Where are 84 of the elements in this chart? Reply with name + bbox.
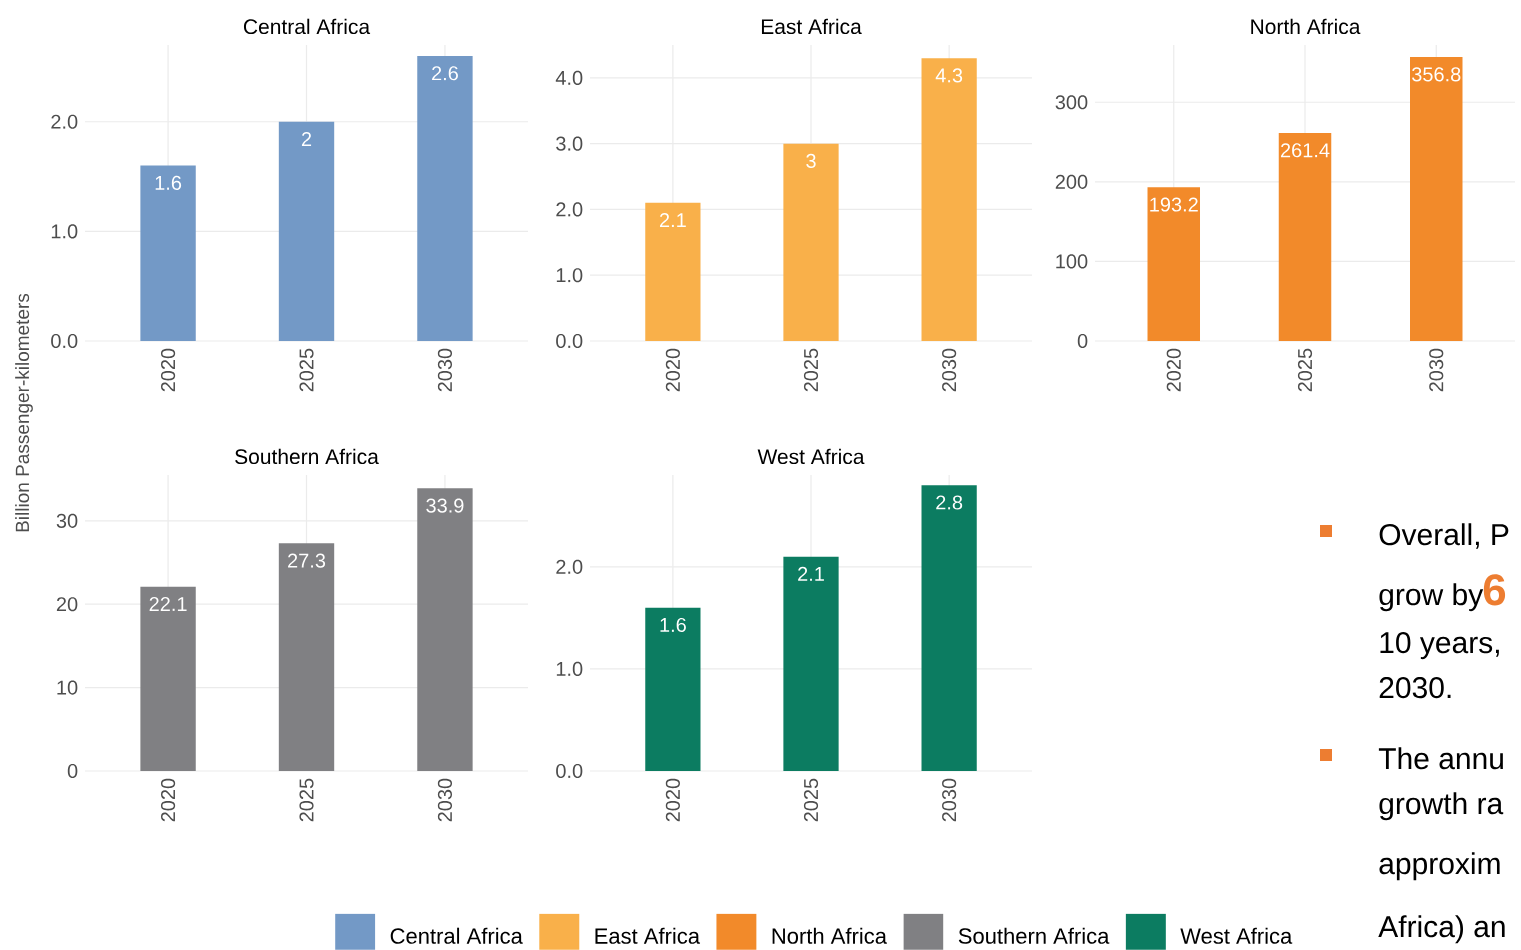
chart-title: West Africa	[757, 448, 865, 465]
data-label: 3	[806, 153, 816, 169]
x-tick-label: 2020	[161, 348, 176, 392]
y-tick-label: 30	[56, 513, 78, 528]
bar	[645, 607, 701, 771]
bar	[278, 543, 335, 771]
x-tick-label: 2025	[299, 348, 314, 392]
y-tick-label: 2.0	[51, 114, 78, 129]
x-tick-label: 2025	[803, 348, 819, 392]
x-tick-label: 2025	[803, 778, 819, 822]
y-tick-label: 0	[67, 763, 78, 779]
y-tick-label: 100	[1056, 254, 1088, 269]
data-label: 2.6	[432, 66, 458, 81]
text: 2030.	[1379, 677, 1451, 699]
data-label: 1.6	[660, 617, 686, 633]
bar	[140, 165, 196, 341]
legend-label: Central Africa	[390, 927, 523, 944]
bar	[921, 485, 977, 771]
x-tick-label: 2020	[665, 778, 680, 822]
data-label: 33.9	[426, 498, 464, 513]
y-tick-label: 2.0	[556, 559, 583, 574]
bar	[417, 488, 473, 771]
bar	[645, 202, 701, 341]
y-tick-label: 0.0	[51, 333, 78, 349]
y-tick-label: 1.0	[51, 224, 78, 239]
bar	[1278, 132, 1332, 341]
legend-label: Southern Africa	[958, 927, 1110, 944]
x-tick-label: 2020	[161, 778, 176, 822]
data-label: 22.1	[149, 596, 187, 611]
chart-title: North Africa	[1251, 18, 1361, 35]
legend-label: North Africa	[772, 927, 887, 944]
x-tick-label: 2030	[942, 778, 957, 822]
y-tick-label: 4.0	[555, 70, 583, 85]
y-tick-label: 2.0	[556, 202, 583, 217]
chart-title: East Africa	[761, 18, 862, 35]
data-label: 27.3	[288, 553, 326, 568]
text: The annu	[1378, 747, 1503, 770]
chart-title: Southern Africa	[235, 448, 379, 465]
data-label: 356.8	[1412, 67, 1461, 82]
data-label: 1.6	[155, 175, 182, 190]
bar	[417, 55, 473, 341]
text: growth ra	[1379, 792, 1504, 821]
y-tick-label: 20	[56, 597, 78, 612]
text: Africa) an	[1378, 915, 1505, 944]
bar	[140, 586, 196, 771]
y-tick-label: 0	[1077, 333, 1088, 349]
data-label: 2.1	[798, 566, 824, 581]
x-tick-label: 2030	[1429, 348, 1444, 392]
bar	[783, 556, 839, 771]
bar	[921, 58, 977, 341]
text: 10 years,	[1380, 632, 1499, 660]
data-label: 261.4	[1280, 143, 1330, 158]
data-label: 193.2	[1150, 197, 1198, 212]
x-tick-label: 2030	[437, 348, 453, 392]
bar	[1410, 57, 1463, 341]
data-label: 4.3	[935, 68, 963, 83]
y-tick-label: 3.0	[556, 136, 583, 151]
text: approxim	[1379, 852, 1500, 881]
x-tick-label: 2030	[437, 778, 453, 822]
y-tick-label: 0.0	[556, 333, 583, 349]
y-tick-label: 200	[1055, 174, 1088, 189]
x-tick-label: 2020	[1166, 348, 1181, 392]
x-tick-label: 2025	[1297, 348, 1313, 392]
data-label: 2.8	[936, 495, 963, 510]
y-tick-label: 10	[57, 680, 78, 695]
text: grow by	[1379, 583, 1484, 612]
bar	[278, 121, 335, 341]
text: 6	[1483, 574, 1506, 606]
legend-label: West Africa	[1180, 927, 1293, 944]
y-tick-label: 300	[1055, 95, 1088, 110]
bar	[1147, 187, 1201, 341]
y-tick-label: 1.0	[556, 661, 583, 676]
y-tick-label: 1.0	[556, 268, 583, 283]
bar	[783, 143, 839, 341]
y-tick-label: 0.0	[556, 763, 583, 779]
y-axis-title: Billion Passenger-kilometers	[15, 293, 33, 532]
data-label: 2.1	[659, 213, 686, 228]
legend-label: East Africa	[595, 927, 701, 944]
x-tick-label: 2025	[299, 778, 314, 822]
chart-title: Central Africa	[243, 18, 371, 35]
x-tick-label: 2030	[942, 348, 957, 392]
data-label: 2	[301, 131, 312, 146]
text: Overall, P	[1379, 523, 1509, 549]
x-tick-label: 2020	[665, 348, 680, 392]
